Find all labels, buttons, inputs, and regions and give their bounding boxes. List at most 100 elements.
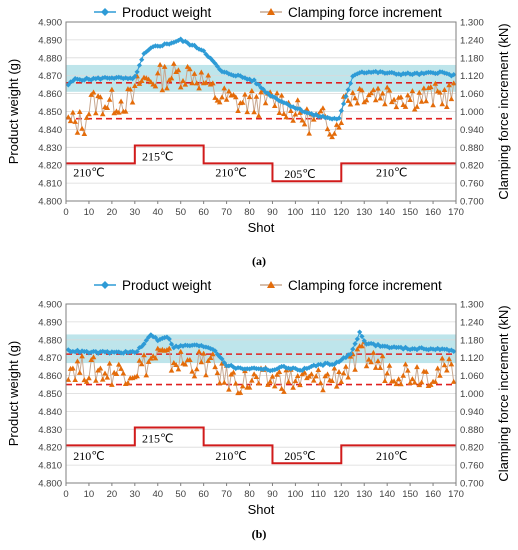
force-point	[391, 378, 397, 384]
legend-force-marker	[267, 281, 275, 288]
force-point	[191, 373, 198, 379]
weight-point	[157, 336, 163, 342]
x-tick-label: 100	[287, 207, 303, 218]
force-point	[377, 365, 384, 371]
y2-tick-label: 0.940	[460, 125, 484, 136]
x-tick-label: 110	[311, 207, 326, 218]
weight-point	[139, 343, 145, 350]
weight-point	[251, 365, 257, 371]
force-point	[120, 370, 127, 376]
force-point	[205, 72, 212, 78]
weight-point	[336, 115, 342, 121]
legend-force-label: Clamping force increment	[288, 278, 442, 293]
weight-point	[299, 108, 305, 115]
weight-point	[226, 363, 232, 369]
force-point	[310, 116, 317, 122]
force-point	[134, 373, 140, 379]
weight-point	[366, 69, 372, 75]
weight-point	[86, 350, 92, 356]
force-point	[294, 97, 301, 103]
weight-point	[77, 349, 83, 356]
weight-point	[157, 43, 163, 49]
weight-point	[345, 87, 351, 93]
force-point	[230, 92, 237, 98]
weight-point	[361, 338, 367, 344]
y2-tick-label: 1.300	[460, 300, 484, 311]
force-point	[118, 98, 124, 104]
force-point	[379, 90, 386, 96]
weight-point	[281, 363, 287, 369]
force-point	[281, 111, 287, 117]
force-point	[65, 114, 72, 120]
weight-point	[260, 366, 266, 372]
y2-tick-label: 1.120	[460, 71, 484, 82]
force-point	[198, 69, 205, 75]
force-point	[375, 358, 381, 364]
force-point	[193, 80, 200, 86]
force-point	[444, 367, 450, 373]
force-point	[427, 84, 434, 90]
force-point	[402, 103, 409, 109]
force-point	[427, 381, 434, 387]
force-point	[70, 365, 76, 371]
force-point	[187, 356, 193, 362]
weight-point	[212, 60, 218, 67]
weight-point	[398, 344, 404, 350]
force-point	[152, 355, 159, 361]
x-tick-label: 10	[84, 489, 95, 500]
x-tick-label: 140	[379, 207, 395, 218]
force-point	[320, 387, 326, 393]
weight-point	[320, 113, 326, 119]
x-tick-label: 0	[63, 207, 68, 218]
weight-point	[265, 367, 271, 373]
weight-point	[182, 342, 188, 348]
force-point	[395, 376, 402, 382]
force-point	[200, 350, 207, 356]
force-point	[115, 109, 122, 115]
weight-point	[359, 333, 365, 340]
weight-point	[166, 336, 172, 342]
weight-point	[97, 349, 104, 355]
force-point	[391, 96, 397, 102]
force-point	[446, 356, 452, 362]
y2-tick-label: 0.760	[460, 461, 484, 472]
force-point	[299, 117, 306, 123]
weight-point	[196, 46, 202, 52]
force-point	[173, 362, 179, 368]
force-point	[230, 369, 237, 375]
force-point	[423, 98, 429, 104]
legend-weight-label: Product weight	[122, 5, 212, 20]
y2-tick-label: 1.120	[460, 353, 484, 364]
y2-tick-label: 0.820	[460, 161, 484, 172]
force-point	[382, 101, 388, 107]
weight-point	[446, 71, 452, 77]
weight-point	[288, 366, 294, 372]
weight-point	[370, 69, 377, 75]
force-point	[221, 85, 228, 91]
weight-point	[391, 344, 397, 350]
weight-point	[205, 344, 211, 351]
temperature-label: 205℃	[284, 167, 315, 181]
weight-point	[331, 115, 338, 121]
force-point	[304, 375, 310, 381]
force-point	[242, 91, 248, 97]
weight-point	[290, 365, 296, 371]
force-point	[74, 129, 81, 135]
force-point	[448, 96, 455, 102]
force-point	[129, 99, 136, 105]
force-point	[109, 86, 115, 92]
force-point	[448, 361, 455, 367]
force-point	[216, 99, 223, 105]
weight-point	[191, 42, 198, 48]
x-tick-label: 50	[175, 207, 186, 218]
force-point	[212, 364, 218, 370]
force-point	[132, 83, 138, 89]
force-point	[290, 384, 296, 390]
force-point	[382, 378, 388, 384]
weight-point	[139, 57, 145, 63]
force-point	[297, 109, 303, 115]
force-point	[93, 110, 99, 116]
force-point	[393, 381, 400, 387]
force-point	[347, 101, 354, 107]
